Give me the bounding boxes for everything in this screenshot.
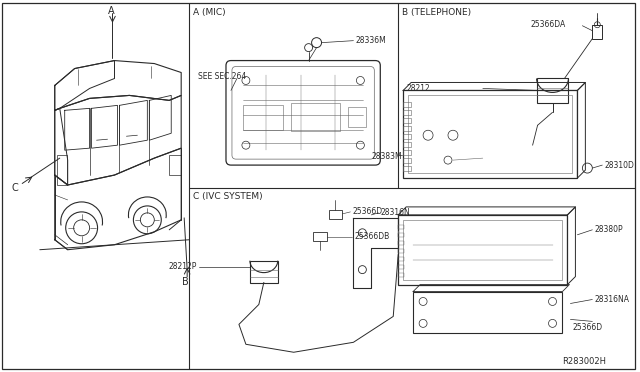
Text: B: B xyxy=(182,276,189,286)
Text: 25366D: 25366D xyxy=(572,323,602,332)
Bar xyxy=(398,241,404,245)
Text: 28380P: 28380P xyxy=(595,225,623,234)
Text: 28336M: 28336M xyxy=(355,36,386,45)
Text: 28316NA: 28316NA xyxy=(595,295,629,304)
Bar xyxy=(57,155,67,185)
Bar xyxy=(312,232,326,241)
Text: SEE SEC.264: SEE SEC.264 xyxy=(198,72,246,81)
Bar xyxy=(403,158,411,163)
Bar xyxy=(413,292,563,333)
Bar xyxy=(250,261,278,283)
Bar xyxy=(398,215,568,285)
Text: C: C xyxy=(12,183,19,193)
Bar xyxy=(536,78,568,103)
Text: B (TELEPHONE): B (TELEPHONE) xyxy=(402,8,471,17)
Bar xyxy=(403,220,563,280)
Text: R283002H: R283002H xyxy=(563,357,607,366)
Bar xyxy=(403,166,411,171)
Bar xyxy=(398,257,404,261)
Text: 25366DA: 25366DA xyxy=(530,20,566,29)
Text: 25366DB: 25366DB xyxy=(355,232,390,241)
Bar xyxy=(398,273,404,277)
Text: A: A xyxy=(108,6,114,16)
Text: C (IVC SYSTEM): C (IVC SYSTEM) xyxy=(193,192,263,202)
Bar xyxy=(403,118,411,123)
Bar xyxy=(403,110,411,115)
Bar xyxy=(593,25,602,39)
Bar xyxy=(169,155,181,175)
Text: A (MIC): A (MIC) xyxy=(193,8,226,17)
Bar xyxy=(243,105,283,130)
Text: 28212: 28212 xyxy=(406,84,430,93)
Bar xyxy=(328,210,342,219)
Bar xyxy=(398,233,404,237)
Bar xyxy=(403,126,411,131)
Bar xyxy=(403,90,577,178)
Bar xyxy=(348,108,366,127)
Text: 28383M: 28383M xyxy=(372,152,402,161)
Bar xyxy=(398,264,404,269)
Bar xyxy=(403,102,411,108)
Text: 28310D: 28310D xyxy=(604,161,634,170)
Bar xyxy=(403,134,411,139)
Bar xyxy=(398,249,404,253)
Bar xyxy=(403,150,411,155)
Bar xyxy=(291,103,340,131)
Bar xyxy=(408,95,572,173)
Bar xyxy=(398,225,404,229)
Bar xyxy=(403,142,411,147)
Text: 28212P: 28212P xyxy=(169,262,197,271)
Text: 28316N: 28316N xyxy=(380,208,410,217)
Text: 25366D: 25366D xyxy=(353,207,383,217)
